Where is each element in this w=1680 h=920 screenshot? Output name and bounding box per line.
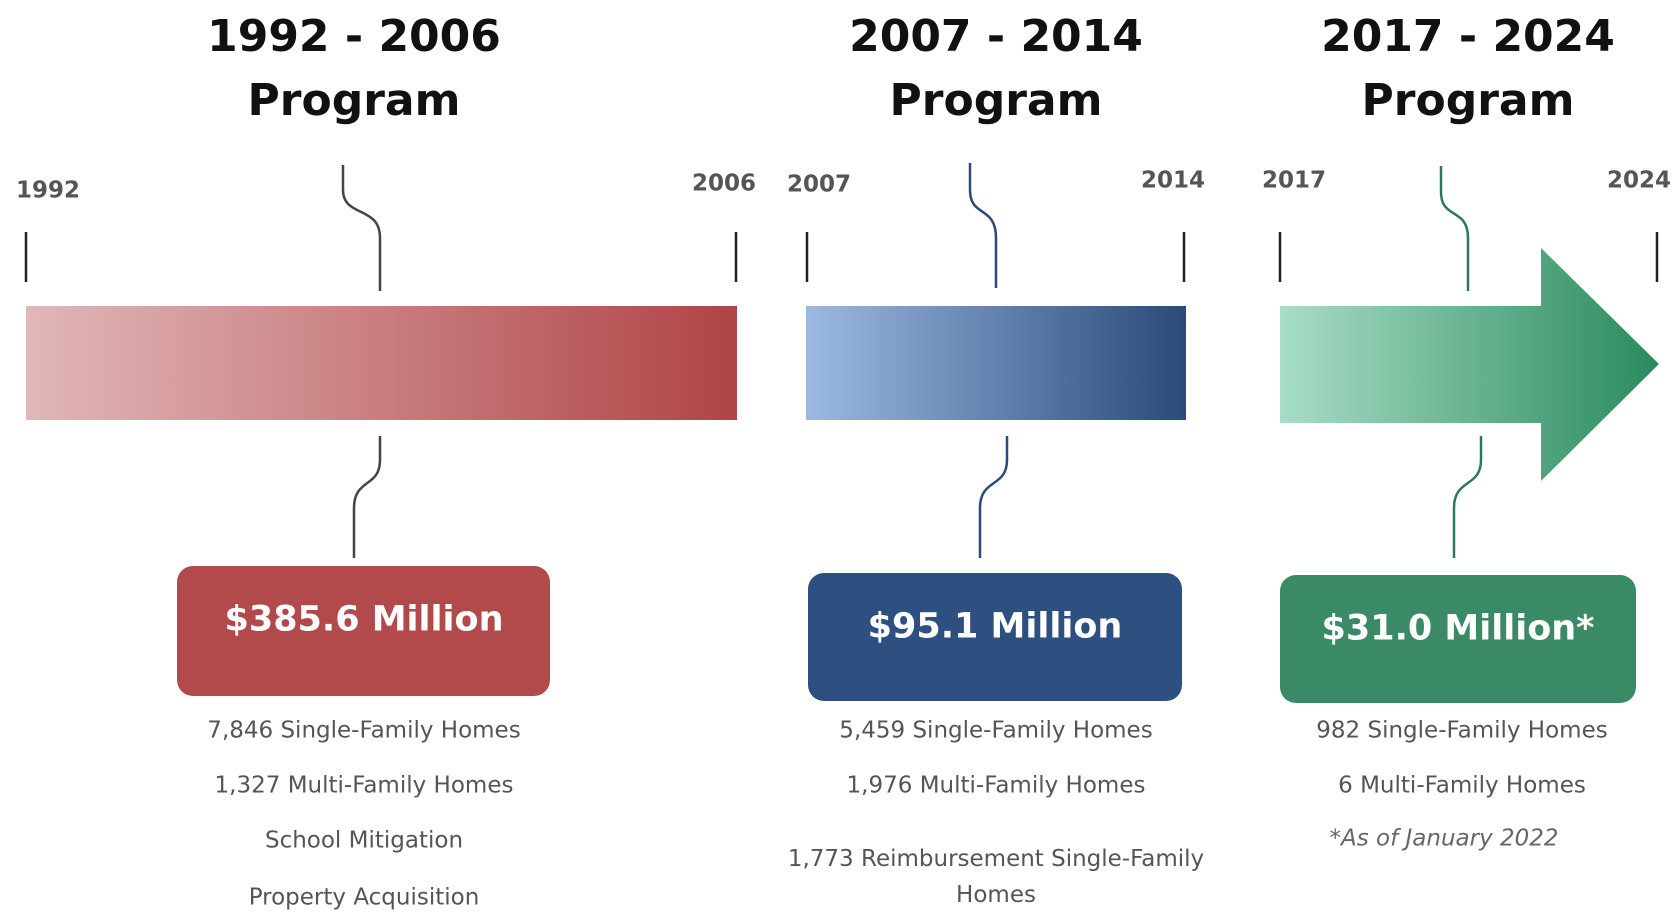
detail-line: 6 Multi-Family Homes (1338, 772, 1586, 799)
program-subtitle: Program (889, 75, 1103, 126)
program-title: 1992 - 2006 (207, 11, 501, 62)
tick-marks (24, 232, 1659, 282)
program-title: 2007 - 2014 (849, 11, 1143, 62)
detail-line: 5,459 Single-Family Homes (839, 717, 1153, 744)
program-title: 2017 - 2024 (1321, 11, 1615, 62)
end-year: 2024 (1606, 167, 1671, 194)
amount-box (177, 566, 550, 696)
timeline-bar (26, 306, 737, 420)
start-year: 2007 (787, 171, 852, 198)
detail-line: 1,327 Multi-Family Homes (214, 772, 514, 799)
detail-line: School Mitigation (264, 827, 464, 854)
detail-line: 1,976 Multi-Family Homes (846, 772, 1146, 799)
timeline-arrow (1280, 248, 1659, 481)
timeline-bar (806, 306, 1186, 420)
start-year: 1992 (16, 177, 81, 204)
program-subtitle: Program (1361, 75, 1575, 126)
connectors (341, 163, 1483, 558)
detail-line: 1,773 Reimbursement Single-Family Homes (787, 846, 1205, 908)
detail-line: 7,846 Single-Family Homes (207, 717, 521, 744)
program-subtitle: Program (247, 75, 461, 126)
start-year: 2017 (1262, 167, 1327, 194)
footnote: *As of January 2022 (1329, 825, 1559, 852)
end-year: 2006 (691, 170, 756, 197)
amount-box (808, 573, 1182, 701)
detail-line: 982 Single-Family Homes (1316, 717, 1608, 744)
amount: $31.0 Million* (1321, 608, 1595, 649)
end-year: 2014 (1140, 167, 1205, 194)
detail-line: Property Acquisition (248, 884, 480, 911)
amount: $95.1 Million (867, 606, 1123, 647)
amount-box (1280, 575, 1636, 703)
amount: $385.6 Million (224, 599, 504, 640)
